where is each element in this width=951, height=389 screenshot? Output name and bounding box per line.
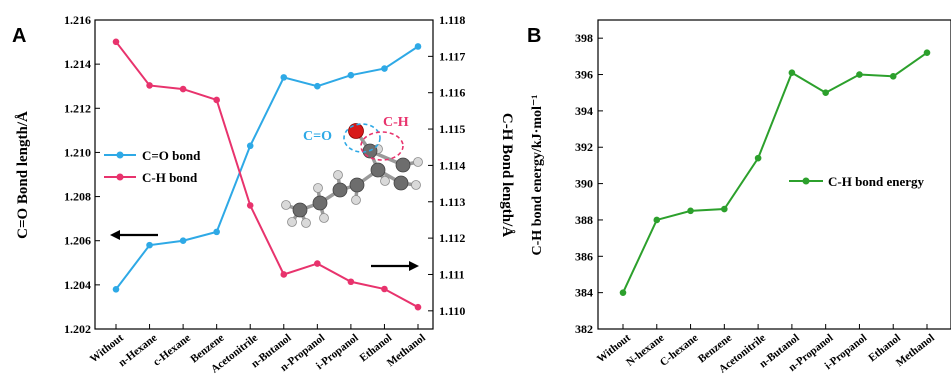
legend-label-ch: C-H bond <box>142 170 198 185</box>
data-point-co <box>414 43 422 50</box>
a-y2tick-label: 1.114 <box>439 158 465 172</box>
panel-a-legend: C=O bond C-H bond <box>104 148 201 185</box>
data-point-ch-energy <box>687 207 694 215</box>
b-ytick-label: 392 <box>575 140 593 154</box>
right-axis-arrow <box>371 261 419 271</box>
panel-b-legend: C-H bond energy <box>789 174 925 189</box>
b-ytick-label: 398 <box>575 31 593 45</box>
data-point-ch <box>213 96 220 104</box>
a-y2tick-label: 1.117 <box>439 49 465 63</box>
ch-highlight-ring <box>360 131 404 161</box>
data-point-ch <box>381 285 388 293</box>
a-y2tick-label: 1.112 <box>439 231 465 245</box>
data-point-ch-energy <box>619 289 627 296</box>
series-line-ch-energy <box>622 51 928 294</box>
a-ytick-label: 1.204 <box>64 278 91 292</box>
data-point-co <box>347 71 355 79</box>
panel-a: A C=O Bond length/Å C-H Bond length/Å 1.… <box>12 13 515 376</box>
data-point-co <box>246 142 254 150</box>
data-point-ch <box>347 278 355 286</box>
data-point-ch-energy <box>856 71 863 78</box>
panel-a-plot-frame <box>94 19 434 330</box>
b-ytick-label: 394 <box>575 104 593 118</box>
legend-marker-ch-energy <box>802 177 810 185</box>
legend-label-ch-energy: C-H bond energy <box>828 174 925 189</box>
data-point-co <box>179 237 187 245</box>
data-point-ch-energy <box>822 89 829 97</box>
panel-a-y-axis-title: C=O Bond length/Å <box>15 111 31 239</box>
panel-b-y-axis-title: C-H bond energy/kJ·mol⁻¹ <box>530 95 545 256</box>
a-ytick-label: 1.216 <box>64 13 91 27</box>
b-ytick-label: 384 <box>575 286 593 300</box>
data-point-ch-energy <box>754 154 762 162</box>
data-point-ch-energy <box>653 216 661 224</box>
legend-marker-ch <box>116 173 124 181</box>
data-point-ch-energy <box>889 73 897 80</box>
a-xtick-label: c-Hexane <box>151 332 193 369</box>
data-point-ch <box>280 271 288 278</box>
b-ytick-label: 382 <box>575 322 593 336</box>
data-point-co <box>146 241 153 249</box>
co-highlight-ring <box>343 123 381 153</box>
a-y2tick-label: 1.118 <box>439 13 465 27</box>
a-ytick-label: 1.206 <box>64 234 91 248</box>
co-annotation-label: C=O <box>303 129 332 144</box>
data-point-ch <box>112 38 120 46</box>
a-y2tick-label: 1.110 <box>439 304 465 318</box>
data-point-ch-energy <box>923 49 931 57</box>
left-axis-arrow <box>110 230 158 240</box>
b-ytick-label: 390 <box>575 177 593 191</box>
b-xtick-label: Methanol <box>894 332 937 369</box>
a-y2tick-label: 1.111 <box>439 267 465 281</box>
panel-b-label: B <box>527 25 541 47</box>
a-ytick-label: 1.202 <box>64 322 91 336</box>
a-ytick-label: 1.208 <box>64 190 91 204</box>
data-point-ch <box>146 82 153 89</box>
series-line-co <box>115 45 419 290</box>
a-ytick-label: 1.210 <box>64 145 91 159</box>
a-y2tick-label: 1.113 <box>439 195 465 209</box>
b-ytick-label: 386 <box>575 249 593 263</box>
panel-a-label: A <box>12 25 26 47</box>
a-y2tick-label: 1.115 <box>439 122 465 136</box>
data-point-co <box>314 82 321 90</box>
a-y2tick-label: 1.116 <box>439 86 465 100</box>
data-point-co <box>213 228 220 236</box>
b-xtick-label: C-hexane <box>658 332 701 369</box>
a-xtick-label: n-Hexane <box>116 332 159 369</box>
data-point-ch-energy <box>721 205 728 213</box>
series-line-ch <box>115 41 419 309</box>
data-point-co <box>112 285 120 293</box>
ch-annotation-label: C-H <box>383 115 409 130</box>
panel-a-y2-axis-title: C-H Bond length/Å <box>499 113 515 237</box>
b-ytick-label: 388 <box>575 213 593 227</box>
data-point-ch <box>414 303 422 311</box>
data-point-ch <box>179 85 187 93</box>
legend-label-co: C=O bond <box>142 148 201 163</box>
b-ytick-label: 396 <box>575 68 593 82</box>
data-point-ch-energy <box>788 69 796 77</box>
a-ytick-label: 1.214 <box>64 57 91 71</box>
panel-b-plot-frame <box>597 19 951 330</box>
legend-marker-co <box>116 151 124 159</box>
data-point-ch <box>314 260 321 267</box>
panel-b: B C-H bond energy/kJ·mol⁻¹ 382 384 386 388 3… <box>527 19 951 376</box>
oxygen-atom <box>348 123 364 139</box>
a-ytick-label: 1.212 <box>64 101 91 115</box>
data-point-ch <box>246 202 254 209</box>
data-point-co <box>280 74 288 81</box>
molecule-illustration: C=O C-H <box>281 115 423 228</box>
data-point-co <box>381 65 388 72</box>
